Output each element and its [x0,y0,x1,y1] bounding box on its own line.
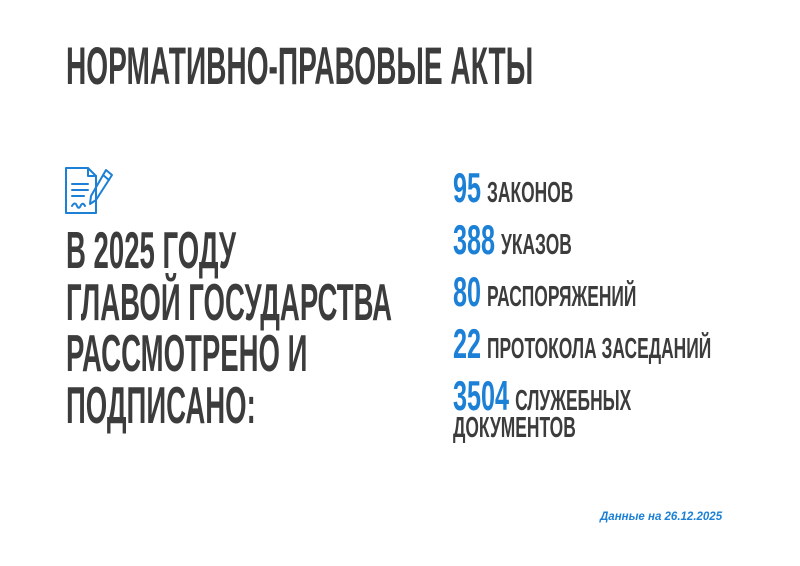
stat-value: 95 [453,164,482,211]
stat-row: 22 ПРОТОКОЛА ЗАСЕДАНИЙ [453,323,711,365]
stat-label: ДОКУМЕНТОВ [453,412,576,444]
stat-label: ПРОТОКОЛА ЗАСЕДАНИЙ [487,333,712,365]
stat-value: 388 [453,216,496,263]
stat-row-continued: ДОКУМЕНТОВ [453,414,576,443]
stat-row: 80 РАСПОРЯЖЕНИЙ [453,271,636,313]
stat-value: 22 [453,320,482,367]
lead-line: ПОДПИСАНО: [66,377,256,435]
stat-label: ЗАКОНОВ [487,177,574,209]
lead-line: ГЛАВОЙ ГОСУДАРСТВА [66,274,392,332]
stat-label: СЛУЖЕБНЫХ [515,385,632,417]
stat-value: 3504 [453,372,510,419]
stat-label: РАСПОРЯЖЕНИЙ [487,281,637,313]
stat-label: УКАЗОВ [501,229,572,261]
stat-row: 3504 СЛУЖЕБНЫХ [453,375,631,417]
page-title: НОРМАТИВНО-ПРАВОВЫЕ АКТЫ [66,37,534,96]
stat-row: 95 ЗАКОНОВ [453,167,573,209]
stat-row: 388 УКАЗОВ [453,219,572,261]
document-signature-icon [64,166,116,221]
lead-line: В 2025 ГОДУ [66,222,236,280]
stat-value: 80 [453,268,482,315]
data-date-note: Данные на 26.12.2025 [600,511,723,523]
lead-line: РАССМОТРЕНО И [66,325,308,383]
